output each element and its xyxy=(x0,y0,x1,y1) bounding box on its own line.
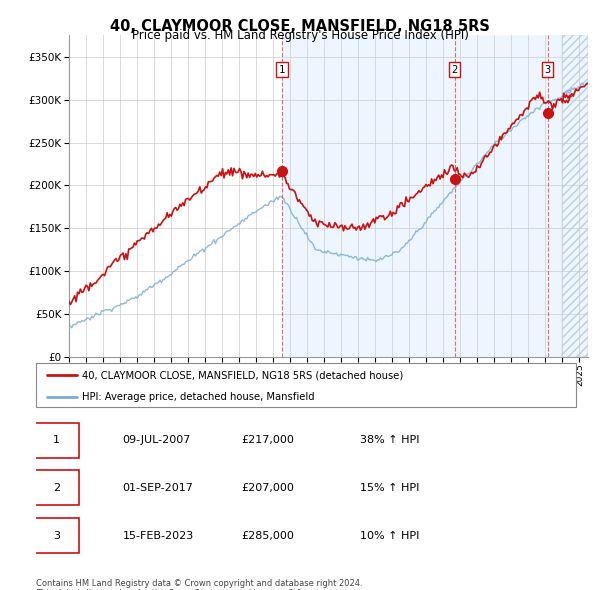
FancyBboxPatch shape xyxy=(34,422,79,458)
Text: 1: 1 xyxy=(279,65,286,75)
Text: 10% ↑ HPI: 10% ↑ HPI xyxy=(360,530,419,540)
FancyBboxPatch shape xyxy=(36,363,576,407)
Bar xyxy=(282,35,562,357)
Text: £285,000: £285,000 xyxy=(241,530,294,540)
Text: 15% ↑ HPI: 15% ↑ HPI xyxy=(360,483,419,493)
Text: 40, CLAYMOOR CLOSE, MANSFIELD, NG18 5RS: 40, CLAYMOOR CLOSE, MANSFIELD, NG18 5RS xyxy=(110,19,490,34)
Text: 2: 2 xyxy=(452,65,458,75)
Text: 3: 3 xyxy=(53,530,60,540)
Bar xyxy=(562,35,588,357)
Text: 1: 1 xyxy=(53,435,60,445)
Bar xyxy=(562,35,588,357)
Text: 15-FEB-2023: 15-FEB-2023 xyxy=(122,530,194,540)
Text: 09-JUL-2007: 09-JUL-2007 xyxy=(122,435,191,445)
FancyBboxPatch shape xyxy=(34,470,79,506)
Text: 40, CLAYMOOR CLOSE, MANSFIELD, NG18 5RS (detached house): 40, CLAYMOOR CLOSE, MANSFIELD, NG18 5RS … xyxy=(82,371,403,380)
Text: £207,000: £207,000 xyxy=(241,483,294,493)
FancyBboxPatch shape xyxy=(34,518,79,553)
Text: £217,000: £217,000 xyxy=(241,435,294,445)
Text: HPI: Average price, detached house, Mansfield: HPI: Average price, detached house, Mans… xyxy=(82,392,314,402)
Text: 38% ↑ HPI: 38% ↑ HPI xyxy=(360,435,419,445)
Text: 2: 2 xyxy=(53,483,60,493)
Text: 3: 3 xyxy=(544,65,551,75)
Text: Price paid vs. HM Land Registry's House Price Index (HPI): Price paid vs. HM Land Registry's House … xyxy=(131,30,469,42)
Text: Contains HM Land Registry data © Crown copyright and database right 2024.
This d: Contains HM Land Registry data © Crown c… xyxy=(36,579,362,590)
Text: 01-SEP-2017: 01-SEP-2017 xyxy=(122,483,193,493)
